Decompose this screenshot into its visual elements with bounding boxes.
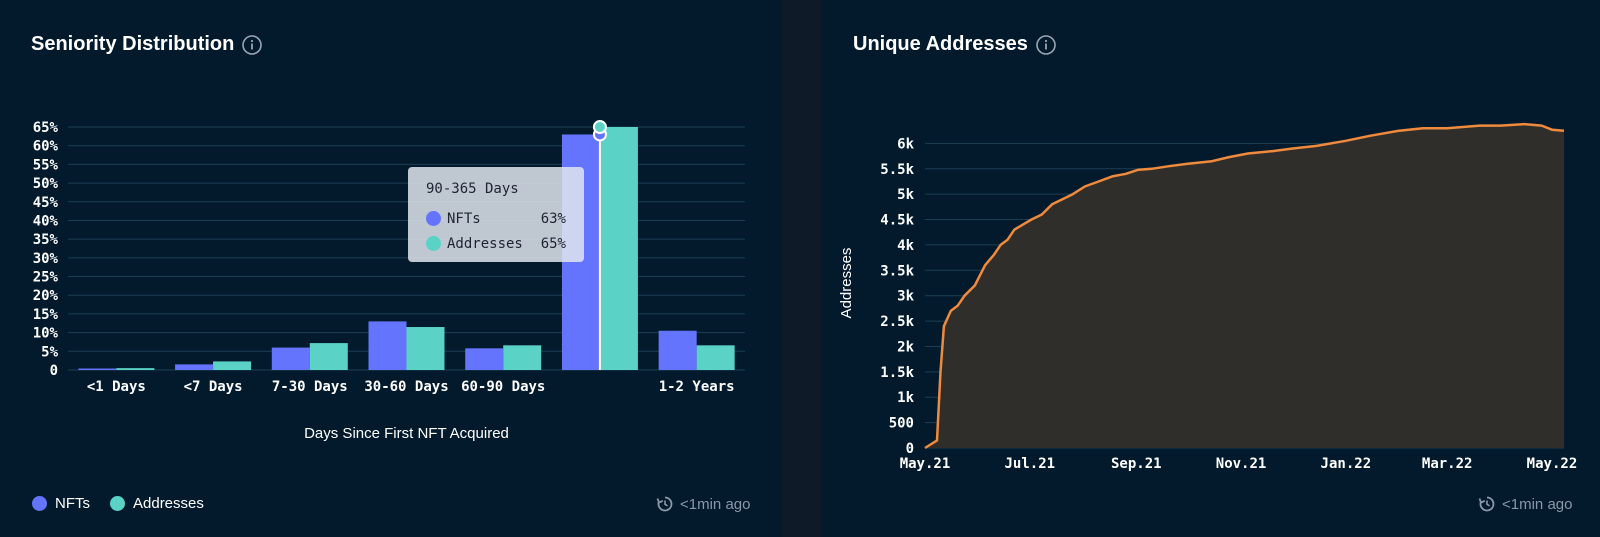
y-tick-label: 1k (897, 390, 914, 406)
last-updated[interactable]: <1min ago (656, 495, 750, 513)
unique-addresses-panel: Unique Addresses 0 500 1k 1.5k 2k 2.5k 3k 3.5k 4… (822, 0, 1600, 537)
x-tick-label: May.21 (900, 456, 951, 472)
bar-addresses (309, 343, 348, 370)
y-tick-label: 30% (33, 251, 59, 267)
y-tick-label: 5k (897, 187, 914, 203)
y-axis-title: Addresses (838, 248, 855, 319)
tooltip-addresses-label: Addresses (447, 235, 523, 252)
info-icon[interactable] (242, 34, 263, 55)
y-tick-label: 0 (906, 441, 914, 457)
x-axis-title: Days Since First NFT Acquired (304, 425, 509, 442)
series-line (924, 122, 1565, 450)
bar-nfts (658, 330, 697, 370)
y-tick-label: 35% (33, 232, 59, 248)
chart-legend: NFTs Addresses (32, 495, 224, 512)
y-tick-label: 3k (897, 289, 914, 305)
y-tick-label: 500 (889, 416, 914, 432)
tooltip-addresses-value: 65% (540, 235, 566, 252)
y-tick-label: 45% (33, 195, 59, 211)
y-tick-label: 65% (33, 120, 59, 136)
tooltip-nfts-dot (426, 211, 441, 226)
seniority-title: Seniority Distribution (31, 33, 235, 55)
x-tick-label: Jan.22 (1321, 456, 1372, 472)
x-tick-label: Mar.22 (1422, 456, 1473, 472)
y-tick-label: 0 (50, 363, 58, 379)
chart-tooltip: 90-365 Days NFTs 63% Addresses 65% (408, 167, 584, 262)
bar-addresses (503, 345, 542, 370)
legend-item-addresses[interactable]: Addresses (110, 495, 204, 512)
seniority-distribution-panel: Seniority Distribution 0 5% 10% 15% 20% 25% 30… (0, 0, 782, 537)
hover-marker-addresses (592, 120, 607, 134)
last-updated-text: <1min ago (1502, 495, 1573, 513)
y-tick-label: 2k (897, 339, 914, 355)
tooltip-nfts-label: NFTs (447, 210, 481, 227)
legend-addresses-label: Addresses (133, 495, 204, 512)
tooltip-title: 90-365 Days (426, 181, 519, 197)
area-fill (925, 124, 1564, 448)
bar-nfts (175, 364, 214, 370)
tooltip-row-nfts: NFTs 63% (426, 206, 566, 231)
panel-title: Seniority Distribution (31, 33, 263, 56)
y-tick-label: 40% (33, 213, 59, 229)
y-tick-label: 50% (33, 176, 59, 192)
y-tick-label: 2.5k (880, 314, 914, 330)
bar-addresses (599, 127, 638, 370)
y-tick-label: 20% (33, 288, 59, 304)
legend-nfts-label: NFTs (55, 495, 90, 512)
bar-nfts (465, 348, 504, 370)
x-tick-label: 30-60 Days (364, 379, 448, 395)
legend-nfts-dot (32, 496, 47, 511)
bar-nfts (368, 321, 407, 370)
bar-nfts (78, 368, 117, 370)
bar-addresses (696, 345, 735, 370)
y-tick-label: 60% (33, 139, 59, 155)
bar-addresses (213, 361, 252, 370)
x-tick-label: <7 Days (184, 379, 243, 395)
y-tick-label: 55% (33, 157, 59, 173)
bar-addresses (406, 327, 445, 370)
y-tick-label: 5% (41, 344, 58, 360)
x-tick-label: 60-90 Days (461, 379, 545, 395)
y-tick-label: 4k (897, 238, 914, 254)
tooltip-row-addresses: Addresses 65% (426, 231, 566, 256)
refresh-icon (656, 496, 673, 512)
y-tick-label: 5.5k (880, 162, 914, 178)
x-tick-label: <1 Days (87, 379, 146, 395)
y-tick-label: 3.5k (880, 263, 914, 279)
refresh-icon (1478, 496, 1495, 512)
last-updated[interactable]: <1min ago (1478, 495, 1572, 513)
y-tick-label: 10% (33, 326, 59, 342)
y-tick-label: 1.5k (880, 365, 914, 381)
x-tick-label: 7-30 Days (272, 379, 348, 395)
x-tick-label: Sep.21 (1111, 456, 1162, 472)
tooltip-addresses-dot (426, 236, 441, 251)
last-updated-text: <1min ago (680, 495, 751, 513)
legend-addresses-dot (110, 496, 125, 511)
info-icon[interactable] (1036, 34, 1056, 55)
seniority-bar-chart: 0 5% 10% 15% 20% 25% 30% 35% 40% 45% 50% 55% 60% 65% <… (33, 120, 745, 442)
y-tick-label: 6k (897, 136, 914, 152)
bar-addresses (116, 368, 155, 370)
y-tick-label: 4.5k (880, 213, 914, 229)
legend-item-nfts[interactable]: NFTs (32, 495, 90, 512)
unique-addresses-title: Unique Addresses (853, 33, 1028, 55)
bar-nfts (271, 347, 310, 370)
x-tick-label: 1-2 Years (659, 379, 735, 395)
unique-addresses-area-chart: 0 500 1k 1.5k 2k 2.5k 3k 3.5k 4k 4.5k 5k 5.5k 6k May.… (838, 122, 1578, 472)
x-tick-label: Nov.21 (1216, 456, 1267, 472)
y-tick-label: 15% (33, 307, 59, 323)
x-tick-label: Jul.21 (1004, 456, 1055, 472)
x-tick-label: May.22 (1527, 456, 1578, 472)
panel-title: Unique Addresses (853, 33, 1056, 56)
tooltip-nfts-value: 63% (540, 210, 566, 227)
y-tick-label: 25% (33, 270, 59, 286)
